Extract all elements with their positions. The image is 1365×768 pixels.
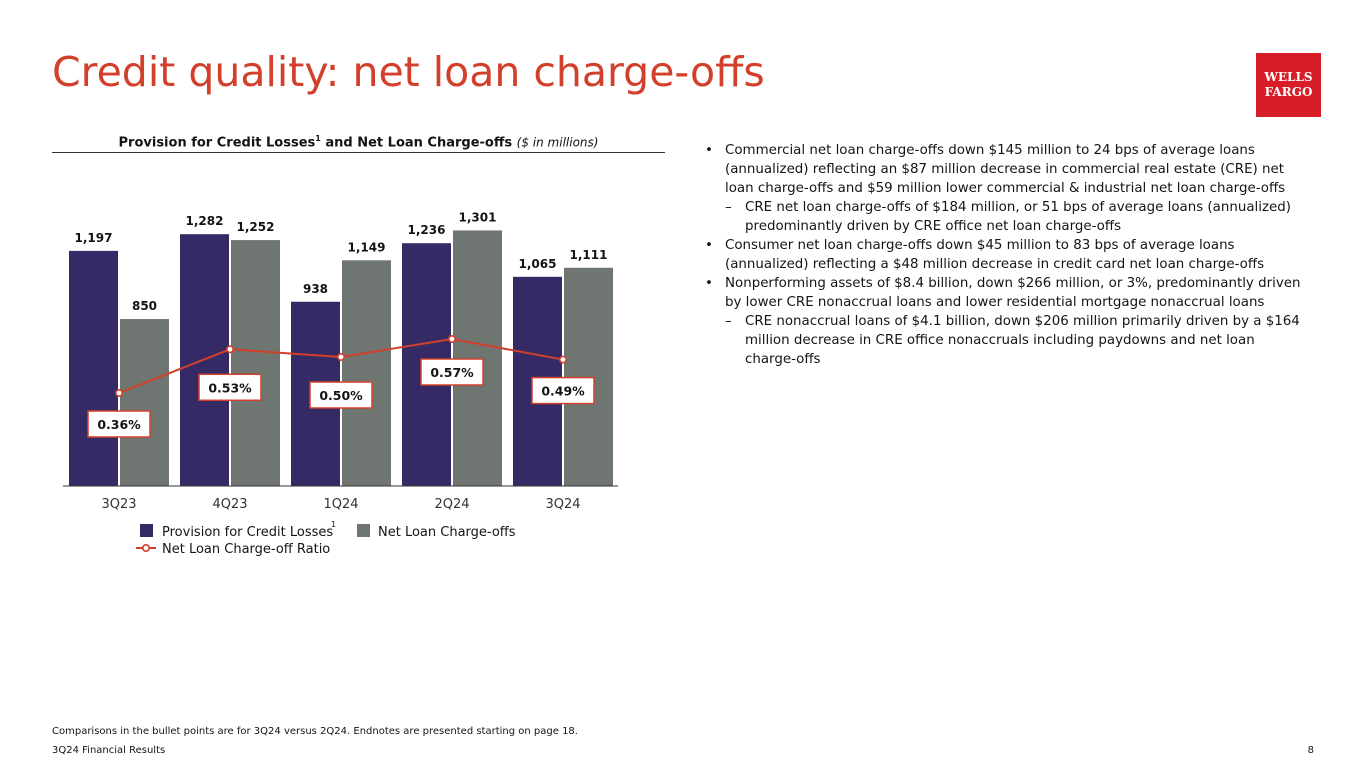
ratio-point — [558, 355, 567, 364]
charge-off-bar — [120, 319, 169, 486]
provision-value-label: 1,065 — [519, 257, 557, 271]
charge-off-value-label: 1,301 — [459, 210, 497, 224]
x-tick-label: 3Q24 — [545, 497, 580, 512]
sub-bullet-item: – CRE net loan charge-offs of $184 millio… — [705, 198, 1305, 236]
bullet-marker: • — [705, 276, 713, 291]
sub-bullet-marker: – — [725, 200, 732, 215]
x-tick-label: 1Q24 — [323, 497, 358, 512]
ratio-label-box — [309, 381, 373, 409]
ratio-value-label: 0.57% — [430, 365, 474, 380]
chart-title-main: Provision for Credit Losses — [118, 135, 316, 151]
ratio-point — [115, 388, 124, 397]
legend-swatch-charge-offs — [357, 524, 370, 537]
ratio-point — [336, 352, 345, 361]
ratio-value-label: 0.36% — [97, 417, 141, 432]
ratio-point — [226, 345, 235, 354]
legend-label-provision: Provision for Credit Losses — [162, 525, 333, 540]
ratio-point — [447, 334, 456, 343]
charge-off-bar — [342, 260, 391, 486]
bullet-marker: • — [705, 143, 713, 158]
provision-value-label: 1,197 — [75, 231, 113, 245]
sub-bullet-text: CRE nonaccrual loans of $4.1 billion, do… — [745, 314, 1300, 367]
ratio-value-label: 0.50% — [319, 388, 363, 403]
ratio-label-box — [531, 376, 595, 405]
bullet-text: Commercial net loan charge-offs down $14… — [725, 143, 1286, 196]
footnote: Comparisons in the bullet points are for… — [52, 726, 578, 737]
x-tick-label: 2Q24 — [434, 497, 469, 512]
charge-off-value-label: 1,111 — [570, 248, 608, 262]
provision-bar — [69, 250, 118, 486]
provision-value-label: 1,282 — [186, 214, 224, 228]
bullet-item: • Nonperforming assets of $8.4 billion, d… — [705, 274, 1305, 312]
chart-title: Provision for Credit Losses1 and Net Loa… — [52, 128, 665, 153]
charge-off-bar — [231, 240, 280, 486]
legend-label-charge-offs: Net Loan Charge-offs — [378, 525, 516, 540]
commentary-bullets: • Commercial net loan charge-offs down $1… — [705, 141, 1305, 369]
legend-label-ratio: Net Loan Charge-off Ratio — [162, 542, 330, 557]
ratio-value-label: 0.53% — [208, 380, 252, 395]
charge-off-value-label: 850 — [132, 299, 157, 313]
ratio-label-box — [198, 373, 262, 402]
bullet-item: • Consumer net loan charge-offs down $45 … — [705, 236, 1305, 274]
provision-value-label: 938 — [303, 282, 328, 296]
ratio-label-box — [420, 358, 484, 386]
x-tick-label: 3Q23 — [101, 497, 136, 512]
legend-swatch-provision — [140, 524, 153, 537]
chart-title-unit: ($ in millions) — [516, 135, 599, 150]
sub-bullet-text: CRE net loan charge-offs of $184 million… — [745, 200, 1291, 234]
charge-off-bar — [453, 230, 502, 486]
bullet-text: Nonperforming assets of $8.4 billion, do… — [725, 276, 1301, 310]
charge-off-value-label: 1,149 — [348, 240, 386, 254]
legend-footnote-ref: 1 — [331, 520, 336, 529]
bullet-text: Consumer net loan charge-offs down $45 m… — [725, 238, 1265, 272]
bullet-marker: • — [705, 238, 713, 253]
chart-title-rest: and Net Loan Charge-offs — [320, 135, 513, 151]
x-tick-label: 4Q23 — [212, 497, 247, 512]
chart-title-footnote-ref: 1 — [315, 134, 321, 143]
legend-marker-ratio — [142, 543, 151, 552]
bullet-item: • Commercial net loan charge-offs down $1… — [705, 141, 1305, 198]
footer-label: 3Q24 Financial Results — [52, 745, 166, 756]
sub-bullet-marker: – — [725, 314, 732, 329]
logo-line-2: FARGO — [1264, 85, 1313, 99]
logo-line-1: WELLS — [1264, 70, 1313, 84]
ratio-label-box — [87, 410, 151, 438]
page-number: 8 — [1307, 745, 1314, 756]
page-title: Credit quality: net loan charge-offs — [52, 48, 765, 96]
provision-value-label: 1,236 — [408, 223, 446, 237]
charge-off-value-label: 1,252 — [237, 220, 275, 234]
sub-bullet-item: – CRE nonaccrual loans of $4.1 billion, d… — [705, 312, 1305, 369]
wells-fargo-logo: WELLS FARGO — [1256, 53, 1321, 117]
ratio-value-label: 0.49% — [541, 384, 585, 399]
